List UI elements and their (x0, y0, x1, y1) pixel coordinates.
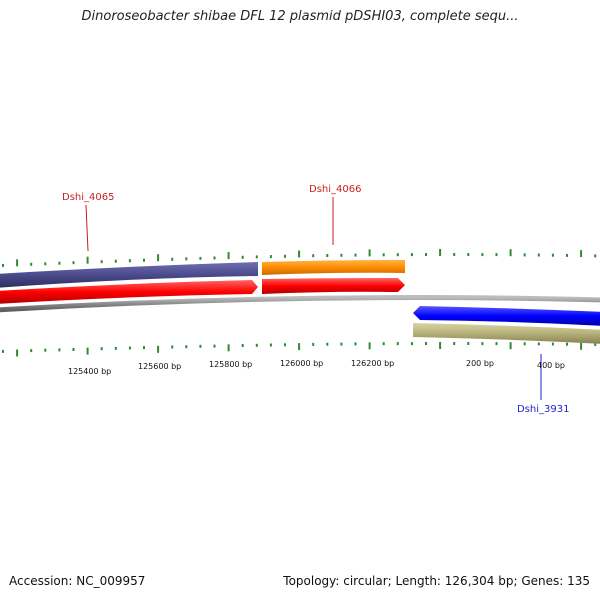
gene-label-dshi-4065[interactable]: Dshi_4065 (62, 192, 114, 203)
scale-label-125600: 125600 bp (138, 362, 181, 371)
cds-track-right[interactable] (413, 306, 600, 326)
scale-label-200: 200 bp (466, 359, 494, 368)
scale-label-400: 400 bp (537, 361, 565, 370)
gene-label-dshi-4066[interactable]: Dshi_4066 (309, 184, 361, 195)
scale-label-126000: 126000 bp (280, 359, 323, 368)
scale-label-125800: 125800 bp (209, 360, 252, 369)
outer-tick-marks (2, 249, 597, 267)
topology-summary-text: Topology: circular; Length: 126,304 bp; … (283, 574, 590, 588)
cog-track-right[interactable] (413, 323, 600, 344)
gene-label-dshi-3931[interactable]: Dshi_3931 (517, 404, 569, 415)
cog-track-left[interactable] (0, 262, 258, 288)
cog-track-middle[interactable] (262, 260, 405, 275)
cds-track-middle[interactable] (262, 278, 405, 294)
scale-label-125400: 125400 bp (68, 367, 111, 376)
cds-track-left[interactable] (0, 280, 258, 304)
map-title: Dinoroseobacter shibae DFL 12 plasmid pD… (81, 9, 519, 24)
accession-text: Accession: NC_009957 (9, 574, 146, 588)
inner-tick-marks (2, 342, 597, 357)
scale-label-126200: 126200 bp (351, 359, 394, 368)
gene-label-leader-dshi-4065 (85, 204, 89, 252)
plasmid-backbone (0, 295, 600, 313)
